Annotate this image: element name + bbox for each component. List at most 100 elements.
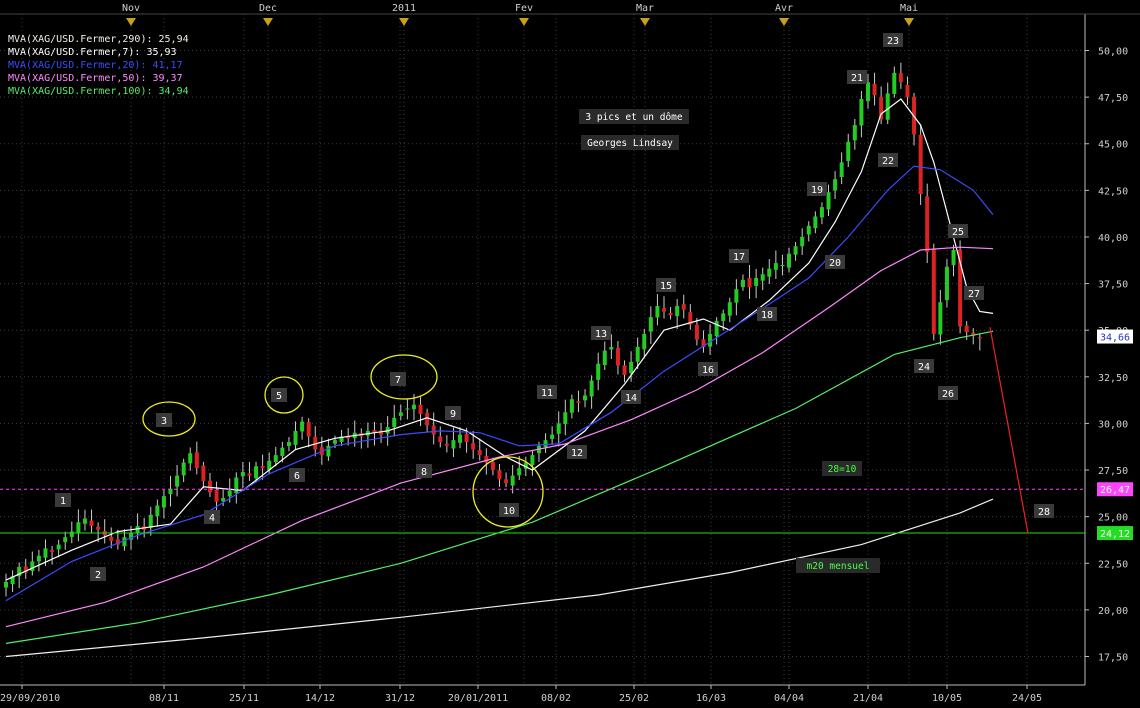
wave-label-box — [948, 224, 968, 238]
candle-body — [727, 302, 732, 316]
x-tick-label: 04/04 — [774, 693, 804, 704]
candle-body — [773, 263, 778, 270]
wave-label: 27 — [968, 289, 980, 300]
candle-body — [635, 346, 640, 362]
month-marker — [399, 18, 409, 26]
month-marker — [126, 18, 136, 26]
candle-body — [148, 514, 153, 528]
candle-body — [872, 83, 877, 96]
wave-label-box — [964, 286, 984, 300]
candle-body — [4, 581, 8, 588]
wave-label-box — [591, 326, 611, 340]
wave-label-box — [271, 388, 287, 402]
annotation-text: 28=10 — [828, 464, 857, 475]
candle-body — [931, 249, 936, 334]
y-tick-label: 32,50 — [1098, 373, 1128, 384]
wave-label: 15 — [660, 281, 672, 292]
wave-label-box — [807, 182, 827, 196]
candle-body — [721, 313, 726, 322]
highlight-circle — [142, 401, 196, 437]
candle-body — [767, 268, 772, 277]
candle-body — [411, 404, 416, 410]
y-tick-label: 25,00 — [1098, 513, 1128, 524]
candle-body — [675, 305, 680, 317]
candle-body — [865, 82, 870, 102]
y-tick-label: 30,00 — [1098, 419, 1128, 430]
wave-label-box — [698, 362, 718, 376]
candle-body — [431, 425, 436, 435]
candle-body — [267, 460, 272, 471]
x-tick-label: 25/02 — [619, 693, 649, 704]
wave-label: 22 — [882, 156, 894, 167]
moving-average-line — [5, 246, 994, 628]
wave-label-box — [289, 468, 305, 482]
candle-body — [339, 436, 344, 442]
wave-label: 11 — [541, 388, 553, 399]
candle-body — [602, 350, 607, 366]
month-marker — [640, 18, 650, 26]
candle-body — [833, 179, 838, 191]
candle-body — [418, 404, 423, 415]
candle-body — [23, 566, 28, 573]
wave-label: 18 — [761, 310, 773, 321]
legend-entry: MVA(XAG/USD.Fermer,100): 34,94 — [8, 86, 189, 97]
candle-body — [194, 452, 199, 469]
y-tick-label: 47,50 — [1098, 93, 1128, 104]
wave-label-box — [445, 406, 461, 420]
candle-body — [523, 462, 528, 469]
moving-average-line — [5, 498, 994, 658]
month-label: Nov — [122, 3, 140, 14]
candle-body — [694, 324, 699, 340]
legend-entry: MVA(XAG/USD.Fermer,290): 25,94 — [8, 34, 189, 45]
candle-body — [681, 304, 686, 310]
wave-label-box — [621, 390, 641, 404]
candle-body — [662, 308, 666, 312]
candle-body — [398, 412, 403, 416]
month-label: Dec — [259, 3, 277, 14]
candle-body — [497, 470, 502, 480]
candle-body — [977, 337, 982, 339]
wave-label: 5 — [276, 391, 282, 402]
wave-label: 20 — [829, 258, 841, 269]
candle-body — [583, 395, 588, 401]
wave-label: 4 — [209, 513, 215, 524]
wave-label-box — [656, 278, 676, 292]
candle-body — [826, 192, 831, 210]
candle-body — [260, 466, 265, 469]
candle-body — [286, 442, 291, 447]
candle-body — [96, 526, 101, 530]
candle-body — [300, 421, 305, 432]
wave-label: 6 — [294, 471, 300, 482]
candle-body — [155, 505, 160, 517]
x-tick-label: 24/05 — [1012, 693, 1042, 704]
candle-body — [458, 434, 463, 443]
x-tick-label: 25/11 — [229, 693, 259, 704]
candle-body — [754, 277, 759, 286]
candle-body — [168, 488, 173, 495]
month-marker — [519, 18, 529, 26]
wave-label-box — [499, 503, 519, 517]
moving-average-line — [5, 98, 994, 581]
moving-average-line — [5, 165, 994, 602]
annotation-box — [822, 461, 862, 476]
wave-label: 23 — [887, 36, 899, 47]
candle-body — [240, 471, 245, 477]
candle-body — [819, 207, 824, 218]
wave-label: 7 — [395, 375, 401, 386]
candle-body — [379, 430, 384, 435]
x-tick-label: 10/05 — [932, 693, 962, 704]
candle-body — [346, 435, 351, 439]
wave-label-box — [878, 153, 898, 167]
candle-body — [69, 531, 74, 537]
wave-label: 3 — [161, 416, 167, 427]
candle-body — [701, 339, 706, 347]
candle-body — [43, 548, 48, 558]
legend-entry: MVA(XAG/USD.Fermer,7): 35,93 — [8, 47, 177, 58]
candle-body — [615, 347, 620, 366]
candle-body — [517, 468, 522, 476]
wave-label: 12 — [571, 448, 583, 459]
candle-body — [306, 422, 311, 437]
candle-body — [392, 417, 397, 427]
candle-body — [333, 440, 337, 444]
